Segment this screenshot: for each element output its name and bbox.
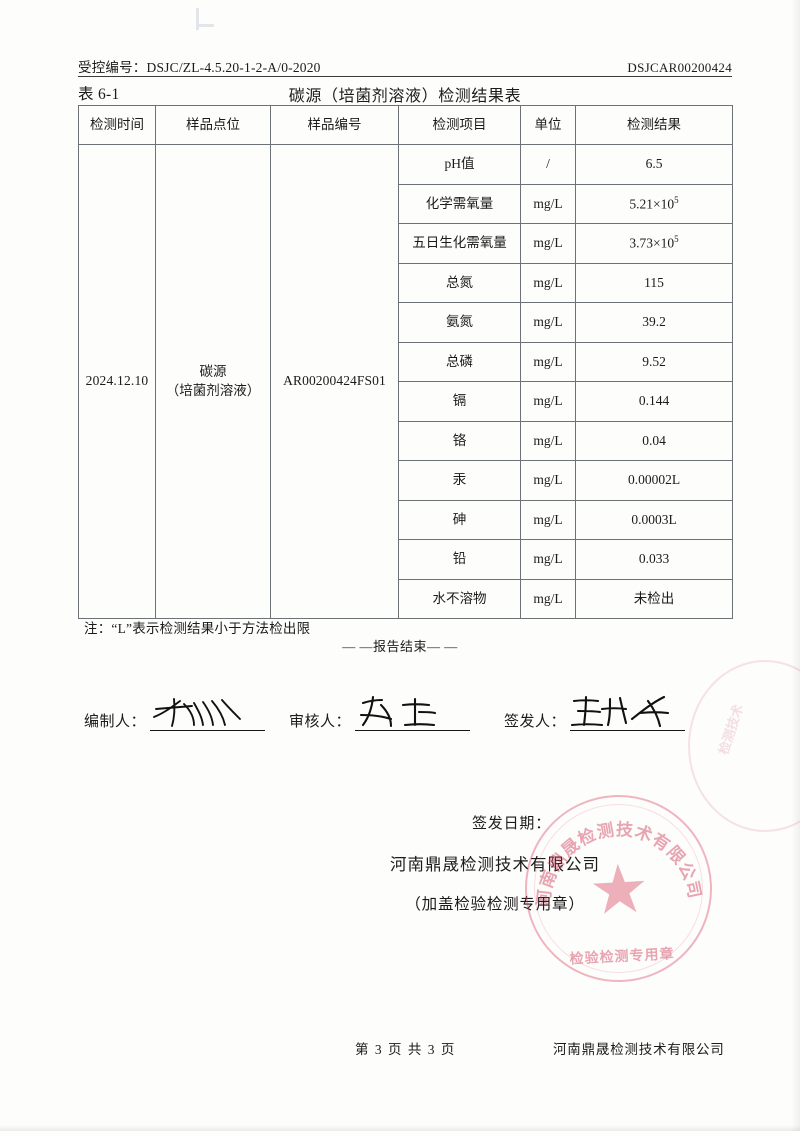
table-row: 化学需氧量 mg/L 5.21×105	[79, 183, 733, 224]
signature-row: 编制人： 审核人： 签发人：	[84, 695, 724, 750]
table-row: 砷 mg/L 0.0003L	[79, 499, 733, 540]
cell-unit: mg/L	[520, 183, 576, 224]
table-header-row: 检测时间 样品点位 样品编号 检测项目 单位 检测结果	[78, 105, 733, 145]
table-note: 注：“L”表示检测结果小于方法检出限	[84, 621, 311, 636]
issue-date: 签发日期：	[472, 816, 552, 832]
cell-unit: mg/L	[520, 499, 576, 540]
cell-result: 6.5	[575, 144, 733, 185]
column-header-time: 检测时间	[78, 105, 156, 145]
scan-bottom-shadow	[0, 1125, 800, 1131]
cell-unit: mg/L	[520, 539, 576, 580]
cell-unit: mg/L	[520, 460, 576, 501]
table-number: 表 6-1	[78, 86, 120, 103]
signature-reviewed-label: 审核人：	[289, 714, 352, 730]
issue-block: 签发日期： 河南鼎晟检测技术有限公司 （加盖检验检测专用章）	[0, 812, 800, 914]
cell-result: 0.00002L	[575, 460, 733, 501]
result-exponent: 5	[674, 234, 679, 245]
cell-unit: /	[520, 144, 576, 185]
table-row: 2024.12.10 碳源 （培菌剂溶液） AR00200424FS01 pH值/6.5	[78, 144, 733, 619]
issuing-company: 河南鼎晟检测技术有限公司	[390, 855, 600, 874]
cell-sample-id: AR00200424FS01	[270, 144, 399, 619]
page-footer: 第 3 页 共 3 页 河南鼎晟检测技术有限公司	[0, 1038, 800, 1058]
control-number: 受控编号：DSJC/ZL-4.5.20-1-2-A/0-2020	[78, 56, 321, 76]
partial-stamp-text: 检测技术	[715, 702, 746, 757]
table-row: 铅 mg/L 0.033	[79, 539, 733, 580]
seal-arc-text: 河南鼎晟检测技术有限公司	[530, 815, 705, 909]
cell-unit: mg/L	[520, 262, 576, 303]
table-row: 总磷 mg/L 9.52	[79, 341, 733, 382]
footer-company: 河南鼎晟检测技术有限公司	[553, 1042, 725, 1057]
cell-result: 0.0003L	[575, 499, 733, 540]
cell-result: 0.033	[575, 539, 733, 580]
column-header-item: 检测项目	[398, 105, 521, 145]
official-seal-stamp: 河南鼎晟检测技术有限公司 检验检测专用章	[520, 790, 717, 987]
handwritten-signature-icon	[570, 695, 670, 728]
signature-prepared: 编制人：	[84, 698, 266, 731]
control-number-value: DSJC/ZL-4.5.20-1-2-A/0-2020	[146, 60, 321, 75]
cell-test-item: 砷	[398, 499, 521, 540]
report-code: DSJCAR00200424	[627, 60, 732, 75]
result-exponent: 5	[674, 194, 679, 205]
seal-note: （加盖检验检测专用章）	[405, 896, 585, 913]
cell-test-item: 汞	[398, 460, 521, 501]
cell-result: 3.73×105	[575, 223, 733, 264]
table-title-row: 表 6-1 碳源（培菌剂溶液）检测结果表	[78, 82, 732, 105]
cell-result: 0.144	[575, 381, 733, 422]
cell-test-item: 化学需氧量	[398, 183, 521, 224]
scan-artifact	[196, 8, 214, 30]
table-row: 水不溶物 mg/L 未检出	[79, 578, 733, 619]
cell-test-item: 铅	[398, 539, 521, 580]
cell-unit: mg/L	[520, 578, 576, 619]
cell-result: 9.52	[575, 341, 733, 382]
control-number-label: 受控编号：	[78, 60, 147, 75]
table-row: 汞 mg/L 0.00002L	[79, 460, 733, 501]
handwritten-signature-icon	[359, 695, 437, 728]
report-end-marker: — —报告结束— —	[342, 639, 458, 654]
page-title: 碳源（培菌剂溶液）检测结果表	[288, 88, 522, 105]
cell-sample-site: 碳源 （培菌剂溶液）	[155, 144, 271, 619]
cell-unit: mg/L	[520, 420, 576, 461]
table-row: 镉 mg/L 0.144	[79, 381, 733, 422]
cell-test-item: 氨氮	[398, 302, 521, 343]
signature-prepared-label: 编制人：	[84, 714, 147, 730]
column-header-result: 检测结果	[575, 105, 733, 145]
signature-reviewed-line	[355, 695, 471, 731]
table-row: 五日生化需氧量 mg/L 3.73×105	[79, 223, 733, 264]
column-header-site: 样品点位	[155, 105, 271, 145]
signature-issued-label: 签发人：	[504, 714, 567, 730]
cell-test-item: 五日生化需氧量	[398, 223, 521, 264]
handwritten-signature-icon	[153, 698, 241, 727]
cell-unit: mg/L	[520, 302, 576, 343]
signature-issued-line	[570, 695, 686, 731]
cell-result: 39.2	[575, 302, 733, 343]
column-header-unit: 单位	[520, 105, 576, 145]
signature-prepared-line	[150, 698, 266, 731]
table-row: 氨氮 mg/L 39.2	[79, 302, 733, 343]
results-table: 检测时间 样品点位 样品编号 检测项目 单位 检测结果 2024.12.10 碳源…	[78, 105, 733, 619]
table-row: 总氮 mg/L 115	[79, 262, 733, 303]
signature-reviewed: 审核人：	[289, 695, 471, 731]
signature-issued: 签发人：	[504, 695, 686, 731]
cell-test-date: 2024.12.10	[78, 144, 156, 619]
column-header-sampleid: 样品编号	[270, 105, 399, 145]
cell-unit: mg/L	[520, 341, 576, 382]
document-header: 受控编号：DSJC/ZL-4.5.20-1-2-A/0-2020 DSJCAR0…	[78, 56, 732, 76]
cell-test-item: 水不溶物	[398, 578, 521, 619]
scan-edge-shadow	[791, 0, 800, 1131]
cell-unit: mg/L	[520, 223, 576, 264]
cell-test-item: 总氮	[398, 262, 521, 303]
cell-unit: mg/L	[520, 381, 576, 422]
cell-test-item: 总磷	[398, 341, 521, 382]
cell-result: 未检出	[575, 578, 733, 619]
cell-result: 5.21×105	[575, 183, 733, 224]
star-icon	[592, 863, 644, 914]
cell-test-item: 铬	[398, 420, 521, 461]
cell-result: 115	[575, 262, 733, 303]
cell-test-item: pH值	[398, 144, 521, 185]
table-body: 2024.12.10 碳源 （培菌剂溶液） AR00200424FS01 pH值/6.5…	[78, 144, 733, 619]
header-divider	[78, 76, 732, 77]
page-number: 第 3 页 共 3 页	[355, 1042, 456, 1057]
cell-result: 0.04	[575, 420, 733, 461]
cell-test-item: 镉	[398, 381, 521, 422]
